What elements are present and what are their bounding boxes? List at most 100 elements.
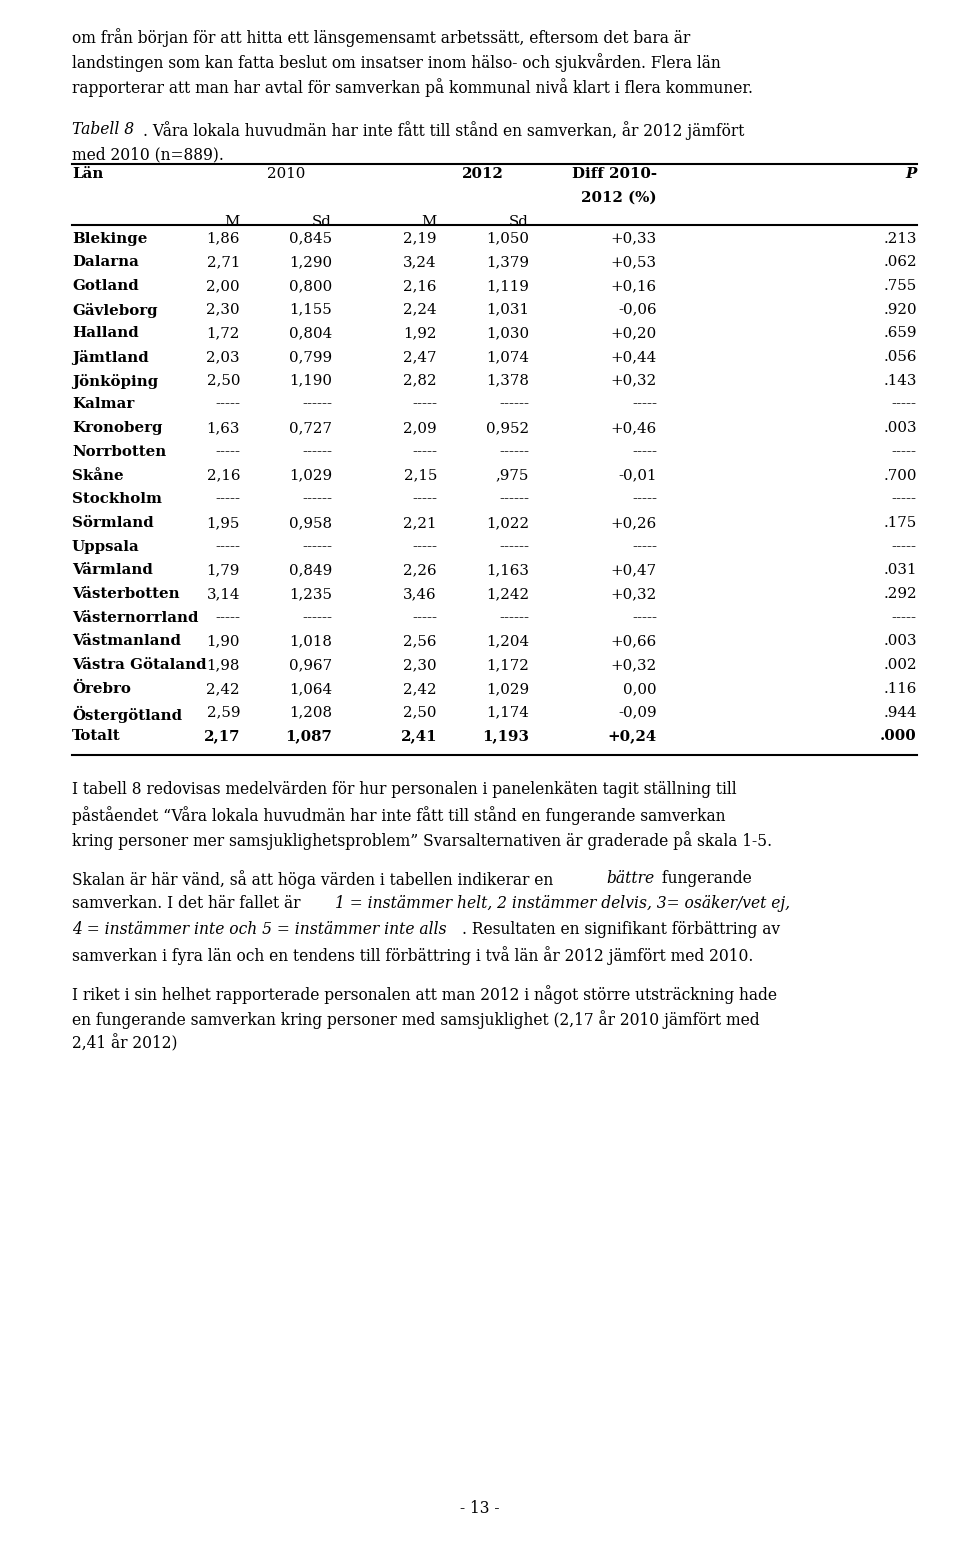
Text: en fungerande samverkan kring personer med samsjuklighet (2,17 år 2010 jämfört m: en fungerande samverkan kring personer m… xyxy=(72,1010,759,1029)
Text: 1,79: 1,79 xyxy=(206,564,240,578)
Text: ------: ------ xyxy=(302,493,332,507)
Text: .292: .292 xyxy=(883,587,917,601)
Text: 1,031: 1,031 xyxy=(486,302,529,316)
Text: -----: ----- xyxy=(215,398,240,412)
Text: 1,119: 1,119 xyxy=(486,279,529,293)
Text: . Våra lokala huvudmän har inte fått till stånd en samverkan, år 2012 jämfört: . Våra lokala huvudmän har inte fått til… xyxy=(143,121,744,139)
Text: 1,290: 1,290 xyxy=(289,256,332,270)
Text: ------: ------ xyxy=(499,398,529,412)
Text: 2,03: 2,03 xyxy=(206,350,240,364)
Text: om från början för att hitta ett länsgemensamt arbetssätt, eftersom det bara är: om från början för att hitta ett länsgem… xyxy=(72,28,690,46)
Text: Västra Götaland: Västra Götaland xyxy=(72,658,206,672)
Text: 0,958: 0,958 xyxy=(289,516,332,530)
Text: 2,17: 2,17 xyxy=(204,730,240,744)
Text: med 2010 (n=889).: med 2010 (n=889). xyxy=(72,147,224,164)
Text: 1,90: 1,90 xyxy=(206,635,240,649)
Text: .056: .056 xyxy=(883,350,917,364)
Text: 1,155: 1,155 xyxy=(289,302,332,316)
Text: 2,16: 2,16 xyxy=(403,279,437,293)
Text: Dalarna: Dalarna xyxy=(72,256,139,270)
Text: -----: ----- xyxy=(892,445,917,459)
Text: 1,72: 1,72 xyxy=(206,327,240,341)
Text: 1,029: 1,029 xyxy=(486,682,529,696)
Text: Sd: Sd xyxy=(509,214,529,229)
Text: .002: .002 xyxy=(883,658,917,672)
Text: 0,800: 0,800 xyxy=(289,279,332,293)
Text: +0,24: +0,24 xyxy=(608,730,657,744)
Text: Jämtland: Jämtland xyxy=(72,350,149,366)
Text: 2010: 2010 xyxy=(267,167,305,181)
Text: 1,074: 1,074 xyxy=(486,350,529,364)
Text: 0,727: 0,727 xyxy=(289,421,332,435)
Text: 1,98: 1,98 xyxy=(206,658,240,672)
Text: -----: ----- xyxy=(632,493,657,507)
Text: M: M xyxy=(421,214,437,229)
Text: landstingen som kan fatta beslut om insatser inom hälso- och sjukvården. Flera l: landstingen som kan fatta beslut om insa… xyxy=(72,53,721,73)
Text: 1,204: 1,204 xyxy=(486,635,529,649)
Text: -----: ----- xyxy=(632,610,657,624)
Text: Tabell 8: Tabell 8 xyxy=(72,121,134,138)
Text: rapporterar att man har avtal för samverkan på kommunal nivå klart i flera kommu: rapporterar att man har avtal för samver… xyxy=(72,79,753,98)
Text: 2,26: 2,26 xyxy=(403,564,437,578)
Text: +0,46: +0,46 xyxy=(611,421,657,435)
Text: samverkan i fyra län och en tendens till förbättring i två län år 2012 jämfört m: samverkan i fyra län och en tendens till… xyxy=(72,946,754,965)
Text: Län: Län xyxy=(72,167,104,181)
Text: 4 = instämmer inte och 5 = instämmer inte alls: 4 = instämmer inte och 5 = instämmer int… xyxy=(72,920,446,937)
Text: 1,378: 1,378 xyxy=(486,373,529,387)
Text: 2,50: 2,50 xyxy=(206,373,240,387)
Text: 1,029: 1,029 xyxy=(289,469,332,483)
Text: -----: ----- xyxy=(632,539,657,553)
Text: .659: .659 xyxy=(883,327,917,341)
Text: -----: ----- xyxy=(632,398,657,412)
Text: +0,32: +0,32 xyxy=(611,658,657,672)
Text: +0,53: +0,53 xyxy=(611,256,657,270)
Text: .031: .031 xyxy=(883,564,917,578)
Text: 1,63: 1,63 xyxy=(206,421,240,435)
Text: Jönköping: Jönköping xyxy=(72,373,158,389)
Text: 1,018: 1,018 xyxy=(289,635,332,649)
Text: ------: ------ xyxy=(302,398,332,412)
Text: Västernorrland: Västernorrland xyxy=(72,610,199,624)
Text: bättre: bättre xyxy=(606,871,654,888)
Text: -----: ----- xyxy=(215,493,240,507)
Text: -----: ----- xyxy=(412,445,437,459)
Text: .003: .003 xyxy=(883,635,917,649)
Text: 2,09: 2,09 xyxy=(403,421,437,435)
Text: 1,379: 1,379 xyxy=(486,256,529,270)
Text: Värmland: Värmland xyxy=(72,564,153,578)
Text: Örebro: Örebro xyxy=(72,682,131,696)
Text: P: P xyxy=(905,167,917,181)
Text: -----: ----- xyxy=(892,610,917,624)
Text: 0,00: 0,00 xyxy=(623,682,657,696)
Text: 1,163: 1,163 xyxy=(486,564,529,578)
Text: 2,82: 2,82 xyxy=(403,373,437,387)
Text: 1,193: 1,193 xyxy=(482,730,529,744)
Text: 1,022: 1,022 xyxy=(486,516,529,530)
Text: .213: .213 xyxy=(883,231,917,246)
Text: -----: ----- xyxy=(412,539,437,553)
Text: +0,66: +0,66 xyxy=(611,635,657,649)
Text: Diff 2010-: Diff 2010- xyxy=(572,167,657,181)
Text: 2,15: 2,15 xyxy=(403,469,437,483)
Text: 0,845: 0,845 xyxy=(289,231,332,246)
Text: Norrbotten: Norrbotten xyxy=(72,445,166,459)
Text: I tabell 8 redovisas medelvärden för hur personalen i panelenkäten tagit ställni: I tabell 8 redovisas medelvärden för hur… xyxy=(72,781,736,798)
Text: påståendet “Våra lokala huvudmän har inte fått till stånd en fungerande samverka: påståendet “Våra lokala huvudmän har int… xyxy=(72,805,726,824)
Text: ------: ------ xyxy=(302,445,332,459)
Text: 1 = instämmer helt, 2 instämmer delvis, 3= osäker/vet ej,: 1 = instämmer helt, 2 instämmer delvis, … xyxy=(335,895,790,912)
Text: 2,30: 2,30 xyxy=(403,658,437,672)
Text: -----: ----- xyxy=(412,610,437,624)
Text: Västmanland: Västmanland xyxy=(72,635,181,649)
Text: 2,00: 2,00 xyxy=(206,279,240,293)
Text: 2,16: 2,16 xyxy=(206,469,240,483)
Text: .175: .175 xyxy=(883,516,917,530)
Text: -0,06: -0,06 xyxy=(618,302,657,316)
Text: Östergötland: Östergötland xyxy=(72,706,182,723)
Text: 2,21: 2,21 xyxy=(403,516,437,530)
Text: -----: ----- xyxy=(892,493,917,507)
Text: Skåne: Skåne xyxy=(72,469,124,483)
Text: +0,33: +0,33 xyxy=(611,231,657,246)
Text: ------: ------ xyxy=(302,539,332,553)
Text: -----: ----- xyxy=(215,445,240,459)
Text: .143: .143 xyxy=(883,373,917,387)
